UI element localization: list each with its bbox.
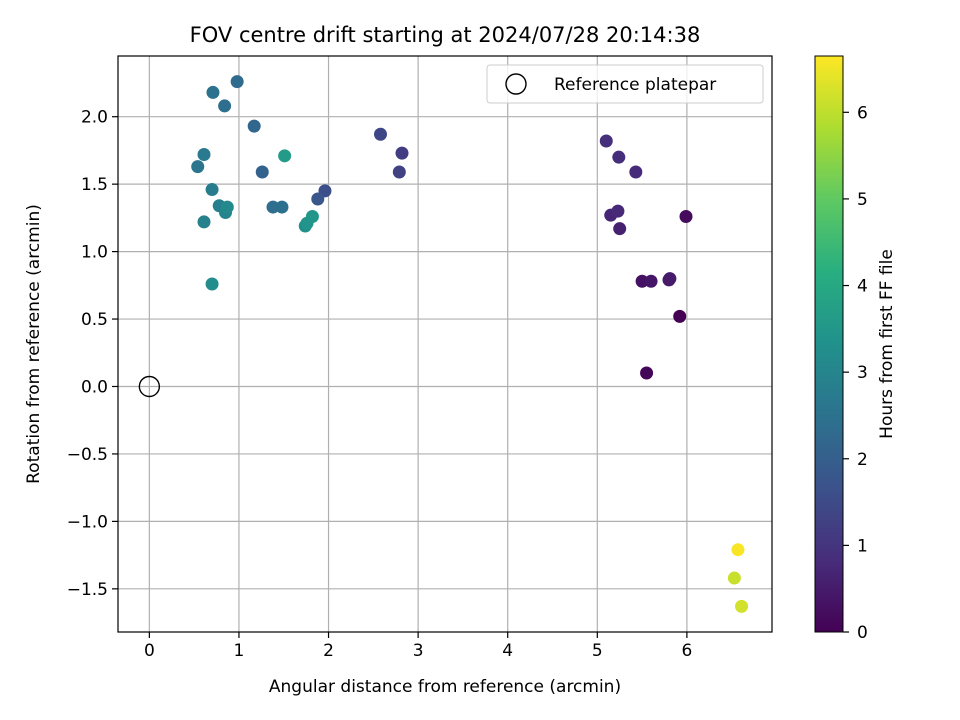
x-axis-label: Angular distance from reference (arcmin): [269, 677, 621, 697]
data-point: [255, 165, 269, 179]
data-point: [305, 210, 319, 224]
colorbar-gradient: [814, 55, 844, 633]
data-point: [599, 134, 613, 148]
data-points: [191, 75, 749, 613]
data-point: [392, 165, 406, 179]
data-point: [673, 309, 687, 323]
data-point: [197, 147, 211, 161]
y-axis-ticks: −1.5 −1.0 −0.5 0.0 0.5 1.0 1.5 2.0: [67, 108, 118, 600]
data-point: [220, 200, 234, 214]
data-point: [612, 150, 626, 164]
colorbar: 0 1 2 3 4 5 6 Hours from first FF file: [814, 55, 897, 643]
y-tick-label: −1.5: [67, 580, 108, 600]
data-point: [205, 277, 219, 291]
data-point: [247, 119, 261, 133]
data-point: [731, 543, 745, 557]
colorbar-tick-label: 3: [857, 363, 868, 383]
data-point: [644, 274, 658, 288]
data-point: [640, 366, 654, 380]
colorbar-tick-label: 0: [857, 623, 868, 643]
y-tick-label: −1.0: [67, 512, 108, 532]
colorbar-tick-label: 1: [857, 536, 868, 556]
x-tick-label: 0: [144, 641, 155, 661]
data-point: [613, 222, 627, 236]
x-axis-ticks: 0 1 2 3 4 5 6: [144, 632, 692, 661]
data-point: [395, 146, 409, 160]
data-point: [611, 204, 625, 218]
colorbar-label: Hours from first FF file: [877, 249, 897, 439]
data-point: [663, 272, 677, 286]
y-tick-label: 1.0: [81, 243, 108, 263]
data-point: [266, 200, 280, 214]
data-point: [311, 192, 325, 206]
data-point: [206, 85, 220, 99]
data-point: [218, 99, 232, 113]
data-point: [635, 274, 649, 288]
colorbar-tick-label: 2: [857, 450, 868, 470]
data-point: [373, 127, 387, 141]
y-tick-label: 2.0: [81, 108, 108, 128]
plot-frame: [117, 55, 773, 633]
colorbar-tick-label: 6: [857, 103, 868, 123]
reference-platepar-marker: [138, 375, 161, 398]
x-tick-label: 2: [323, 641, 334, 661]
reference-marker-layer: [138, 375, 161, 398]
data-point: [278, 149, 292, 163]
x-tick-label: 4: [502, 641, 513, 661]
data-point: [205, 183, 219, 197]
data-point: [230, 75, 244, 89]
data-point: [191, 160, 205, 174]
x-tick-label: 5: [592, 641, 603, 661]
x-tick-label: 3: [413, 641, 424, 661]
legend-label: Reference platepar: [554, 75, 716, 95]
legend-box: [486, 64, 764, 104]
y-tick-label: 0.0: [81, 377, 108, 397]
x-tick-label: 6: [681, 641, 692, 661]
data-point: [197, 215, 211, 229]
data-point: [679, 210, 693, 224]
data-point: [629, 165, 643, 179]
legend-marker-circle: [505, 73, 527, 95]
chart-title: FOV centre drift starting at 2024/07/28 …: [190, 23, 701, 47]
data-point: [735, 599, 749, 613]
y-tick-label: −0.5: [67, 445, 108, 465]
y-tick-label: 0.5: [81, 310, 108, 330]
data-point: [275, 200, 289, 214]
y-tick-label: 1.5: [81, 175, 108, 195]
legend: Reference platepar: [486, 64, 764, 104]
data-point: [727, 571, 741, 585]
colorbar-tick-label: 5: [857, 190, 868, 210]
x-tick-label: 1: [234, 641, 245, 661]
y-axis-label: Rotation from reference (arcmin): [24, 204, 44, 484]
colorbar-ticks: 0 1 2 3 4 5 6: [843, 103, 868, 643]
grid-lines: [118, 56, 772, 632]
colorbar-tick-label: 4: [857, 277, 868, 297]
